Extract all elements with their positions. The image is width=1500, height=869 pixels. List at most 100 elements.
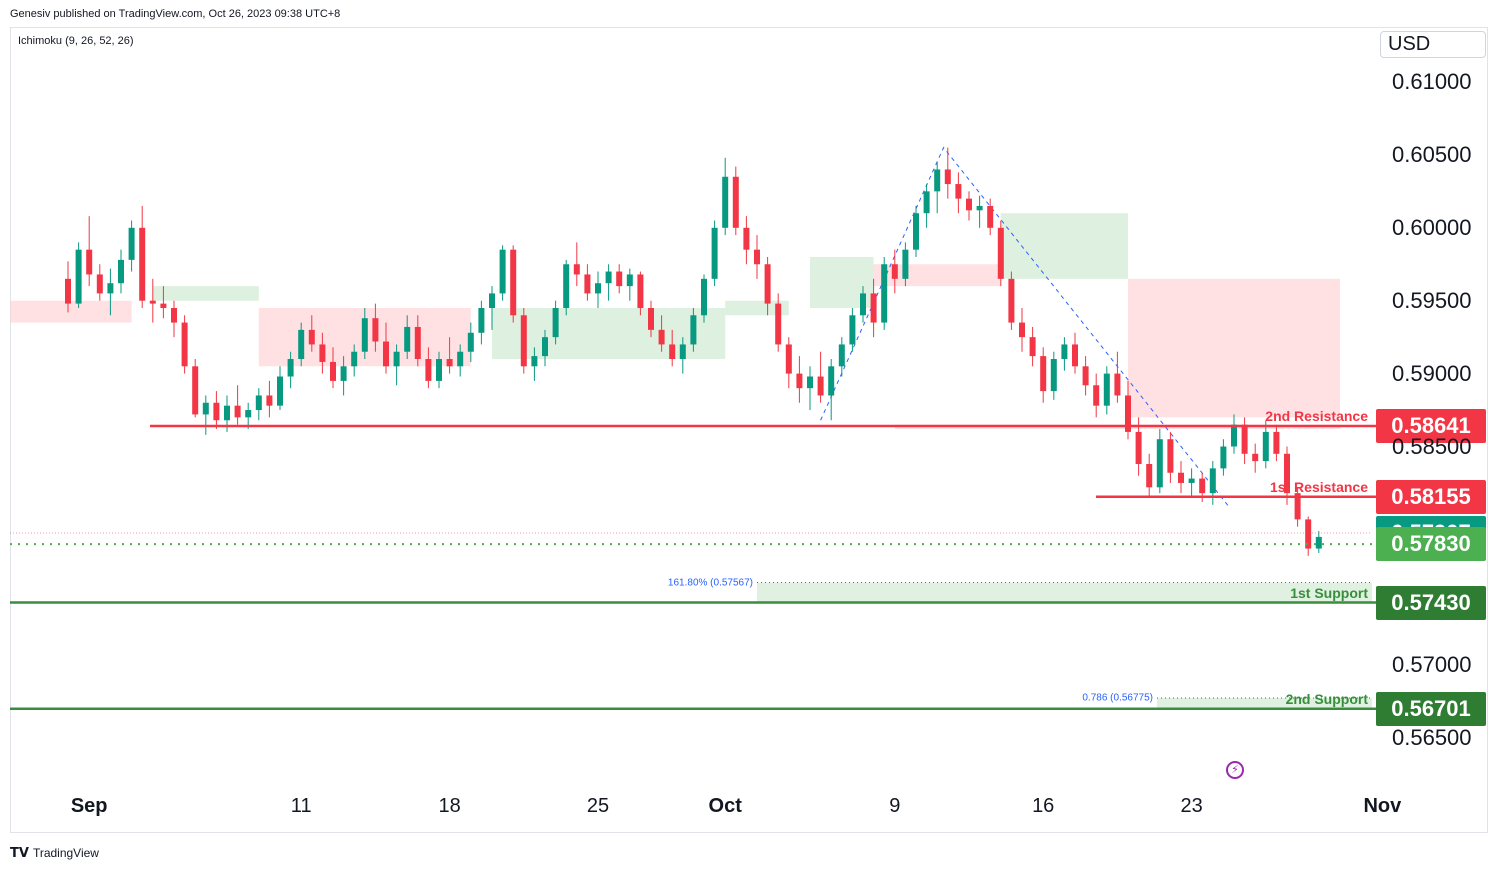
candle-body-98: [1103, 373, 1110, 406]
candle-body-31: [393, 351, 400, 367]
candle-body-91: [1029, 337, 1036, 357]
candle-body-20: [277, 376, 283, 406]
candle-body-49: [584, 274, 591, 294]
candle-body-23: [308, 329, 315, 345]
candle-body-24: [319, 344, 326, 362]
candle-body-29: [372, 318, 379, 342]
candle-body-57: [669, 344, 676, 360]
candle-body-93: [1050, 359, 1057, 392]
candle-body-32: [404, 326, 411, 352]
lightning-icon[interactable]: ⚡: [1226, 761, 1244, 779]
ichimoku-cloud-4: [725, 300, 789, 316]
candle-body-82: [934, 169, 941, 192]
candle-body-16: [234, 405, 241, 418]
candle-body-94: [1061, 344, 1068, 360]
fib-zone-2: [1157, 698, 1372, 709]
y-tick-label: 0.58500: [1392, 433, 1472, 459]
candle-body-36: [446, 359, 453, 367]
candle-body-58: [679, 344, 686, 360]
candle-body-8: [149, 300, 156, 304]
candle-body-79: [902, 249, 909, 279]
price-badge-4: 0.56701: [1376, 691, 1486, 726]
candle-body-97: [1093, 385, 1100, 406]
candle-body-77: [881, 264, 888, 323]
candle-body-9: [160, 303, 167, 308]
candle-body-19: [266, 395, 273, 406]
fib-label-1: 161.80% (0.57567): [667, 577, 753, 589]
chart-frame[interactable]: [10, 27, 1488, 833]
x-tick-label: 25: [586, 795, 610, 817]
dotted-price-badge: 0.57830: [1376, 527, 1486, 562]
candle-body-65: [754, 249, 760, 265]
x-tick-label: Oct: [708, 795, 742, 817]
footer: 𝗧𝗩 TradingView: [10, 845, 99, 861]
x-tick-label: Sep: [70, 795, 108, 817]
candle-body-1: [75, 249, 82, 304]
price-badge-2: 0.58155: [1376, 479, 1486, 514]
candle-body-61: [711, 227, 718, 279]
candle-body-4: [107, 283, 114, 294]
candle-body-41: [499, 249, 506, 294]
candle-body-96: [1082, 366, 1089, 386]
candle-body-64: [743, 227, 750, 250]
candle-body-3: [96, 274, 103, 294]
candle-body-112: [1252, 453, 1259, 462]
candle-body-114: [1273, 431, 1280, 454]
currency-selector[interactable]: USD: [1380, 31, 1486, 58]
candle-body-87: [987, 205, 994, 228]
ichimoku-cloud-0: [10, 300, 132, 323]
x-tick-label: 18: [438, 795, 461, 817]
candle-body-10: [171, 307, 177, 323]
candle-body-40: [489, 293, 495, 308]
candle-body-34: [425, 359, 432, 381]
candle-body-71: [817, 376, 824, 396]
level-label-3: 1st Support: [1290, 584, 1368, 601]
price-badge-3: 0.57430: [1376, 585, 1486, 620]
candle-body-62: [722, 176, 729, 228]
y-tick-label: 0.57000: [1392, 652, 1472, 678]
candle-body-25: [330, 361, 336, 381]
candle-body-81: [923, 191, 930, 214]
price-badge-1: 0.58641: [1376, 408, 1486, 443]
candle-body-39: [478, 307, 485, 333]
y-tick-label: 0.60500: [1392, 141, 1472, 167]
candle-body-17: [245, 410, 252, 418]
candle-body-12: [192, 366, 199, 415]
candle-body-56: [658, 329, 665, 345]
candle-body-104: [1167, 439, 1174, 473]
candle-body-72: [828, 366, 835, 396]
candle-body-0: [65, 278, 71, 304]
candle-body-102: [1146, 463, 1153, 488]
x-tick-label: 16: [1032, 795, 1055, 817]
candle-body-6: [128, 227, 135, 260]
candle-body-63: [732, 176, 739, 228]
candle-body-52: [616, 271, 623, 287]
candle-body-75: [860, 293, 866, 316]
candle-body-83: [944, 169, 951, 185]
candle-body-108: [1209, 468, 1216, 494]
candle-body-33: [414, 326, 421, 360]
candle-body-7: [139, 227, 146, 301]
candle-body-15: [224, 405, 230, 421]
indicator-legend[interactable]: Ichimoku (9, 26, 52, 26): [18, 35, 134, 47]
candle-body-28: [361, 318, 368, 352]
candle-body-95: [1072, 344, 1078, 367]
candle-body-5: [118, 259, 124, 284]
footer-brand: TradingView: [32, 846, 99, 860]
candle-body-21: [287, 359, 294, 377]
candle-body-66: [764, 264, 771, 304]
candle-body-68: [785, 344, 792, 374]
candle-body-44: [531, 356, 538, 367]
level-label-4: 2nd Support: [1285, 690, 1368, 707]
candle-body-89: [1008, 278, 1015, 323]
candle-body-105: [1178, 472, 1184, 483]
fib-label-2: 0.786 (0.56775): [1082, 692, 1153, 704]
x-tick-label: 11: [290, 795, 312, 817]
candle-body-107: [1199, 478, 1206, 494]
candle-body-55: [648, 307, 654, 330]
x-tick-label: 23: [1180, 795, 1203, 817]
candle-body-48: [573, 264, 580, 275]
candle-body-109: [1220, 446, 1227, 469]
y-tick-label: 0.61000: [1392, 69, 1472, 94]
